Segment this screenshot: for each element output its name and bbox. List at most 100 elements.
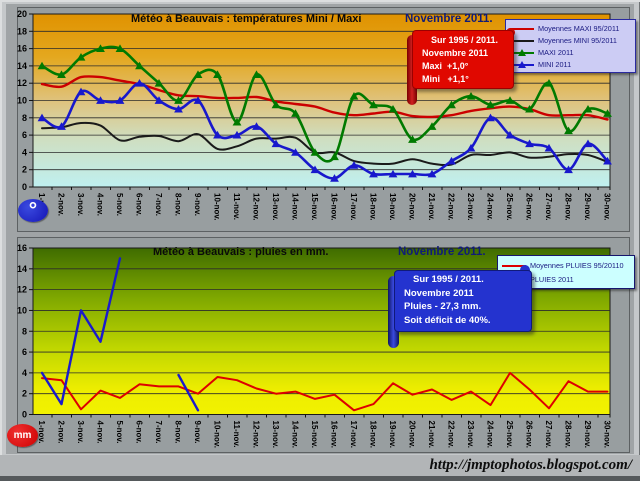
series-marker-2 [271,100,281,109]
temperature-callout: Sur 1995 / 2011. Novembre 2011 Maxi +1,0… [412,30,514,89]
rain-chart-subtitle: Novembre 2011. [398,246,486,258]
series-marker-2 [37,61,47,70]
series-marker-3 [583,139,593,148]
legend-entry: Moyennes MINI 95/2011 [509,36,632,45]
temperature-chart-subtitle: Novembre 2011. [405,13,493,25]
x-tick-label: 12-nov. [252,193,261,220]
x-tick-label: 24-nov. [486,421,495,448]
x-tick-label: 13-nov. [271,421,280,448]
callout-line: Maxi +1,0° [422,61,469,71]
callout-line: Sur 1995 / 2011. [413,274,484,285]
series-marker-2 [603,109,612,117]
series-marker-3 [76,87,86,96]
rain-chart-title: Météo à Beauvais : pluies en mm. [153,246,329,258]
x-tick-label: 24-nov. [486,193,495,220]
callout-line: Sur 1995 / 2011. [431,35,499,45]
series-marker-3 [174,104,183,113]
blue-scroll-roll [388,276,399,348]
x-tick-label: 26-nov. [525,421,534,448]
x-tick-label: 6-nov. [135,421,144,444]
legend-label: PLUIES 2011 [530,274,574,284]
legend-label: Moyennes MINI 95/2011 [538,35,617,45]
series-marker-2 [115,44,125,52]
x-tick-label: 8-nov. [174,193,183,216]
x-tick-label: 5-nov. [115,193,124,216]
y-tick-label: 12 [17,78,27,88]
series-marker-2 [388,104,398,113]
series-marker-3 [232,130,242,139]
x-tick-label: 25-nov. [505,193,514,220]
series-marker-2 [193,70,203,78]
x-tick-label: 4-nov. [96,421,105,444]
series-marker-2 [505,96,515,104]
x-tick-label: 12-nov. [252,421,261,448]
y-tick-label: 4 [22,147,27,157]
series-marker-2 [583,104,593,113]
x-tick-label: 30-nov. [603,421,612,448]
series-line-1 [41,121,609,167]
x-tick-label: 23-nov. [466,421,475,448]
series-marker-3 [486,113,495,122]
x-tick-label: 4-nov. [96,193,105,216]
series-line-1 [177,373,200,412]
x-tick-label: 30-nov. [603,193,612,220]
series-marker-3 [271,139,281,148]
legend-label: Moyennes MAXI 95/2011 [538,23,620,33]
series-marker-2 [544,79,554,87]
x-tick-label: 22-nov. [447,193,456,220]
series-marker-3 [96,96,105,104]
series-marker-3 [193,96,203,104]
rain-callout: Sur 1995 / 2011. Novembre 2011 Pluies - … [394,270,532,332]
x-tick-label: 23-nov. [466,193,475,220]
series-marker-3 [544,143,554,152]
x-tick-label: 20-nov. [408,193,417,220]
series-line-1 [40,257,122,406]
series-marker-3 [115,96,125,104]
x-tick-label: 27-nov. [544,193,553,220]
y-tick-label: 2 [22,165,27,175]
legend-swatch [510,48,534,56]
legend-label: MINI 2011 [538,59,572,69]
x-tick-label: 17-nov. [349,193,358,220]
series-marker-3 [154,96,164,104]
callout-line: Novembre 2011 [422,48,489,58]
series-marker-3 [369,169,378,178]
url-watermark-bar: http://jmptophotos.blogspot.com/ [0,455,640,476]
series-marker-2 [369,100,378,109]
x-tick-label: 11-nov. [232,421,241,448]
series-marker-2 [291,109,300,117]
x-tick-label: 19-nov. [388,193,397,220]
x-tick-label: 21-nov. [427,193,436,220]
legend-entry: MAXI 2011 [509,48,632,57]
x-tick-label: 16-nov. [330,193,339,220]
x-tick-label: 19-nov. [388,421,397,448]
legend-label: MAXI 2011 [538,47,574,57]
series-marker-3 [37,113,47,122]
x-tick-label: 28-nov. [564,421,573,448]
legend-entry: Moyennes MAXI 95/2011 [509,24,632,33]
x-tick-label: 14-nov. [291,421,300,448]
series-line-0 [41,371,609,412]
series-marker-3 [135,79,144,87]
callout-line: Pluies - 27,3 mm. [404,301,482,312]
series-marker-2 [427,122,437,130]
series-marker-3 [310,165,320,174]
y-tick-label: 4 [22,368,27,378]
x-tick-label: 25-nov. [505,421,514,448]
bottom-edge [0,476,640,481]
series-marker-3 [447,156,456,165]
x-tick-label: 26-nov. [525,193,534,220]
x-tick-label: 9-nov. [193,193,202,216]
x-tick-label: 29-nov. [583,421,592,448]
y-tick-label: 0 [22,410,27,420]
x-tick-label: 9-nov. [193,421,202,444]
x-tick-label: 20-nov. [408,421,417,448]
y-tick-label: 2 [22,389,27,399]
series-marker-2 [135,61,144,70]
series-marker-2 [525,104,534,113]
y-tick-label: 0 [22,182,27,192]
series-marker-2 [57,70,66,78]
legend-entry: MINI 2011 [509,60,632,69]
x-tick-label: 18-nov. [369,421,378,448]
x-tick-label: 10-nov. [213,193,222,220]
